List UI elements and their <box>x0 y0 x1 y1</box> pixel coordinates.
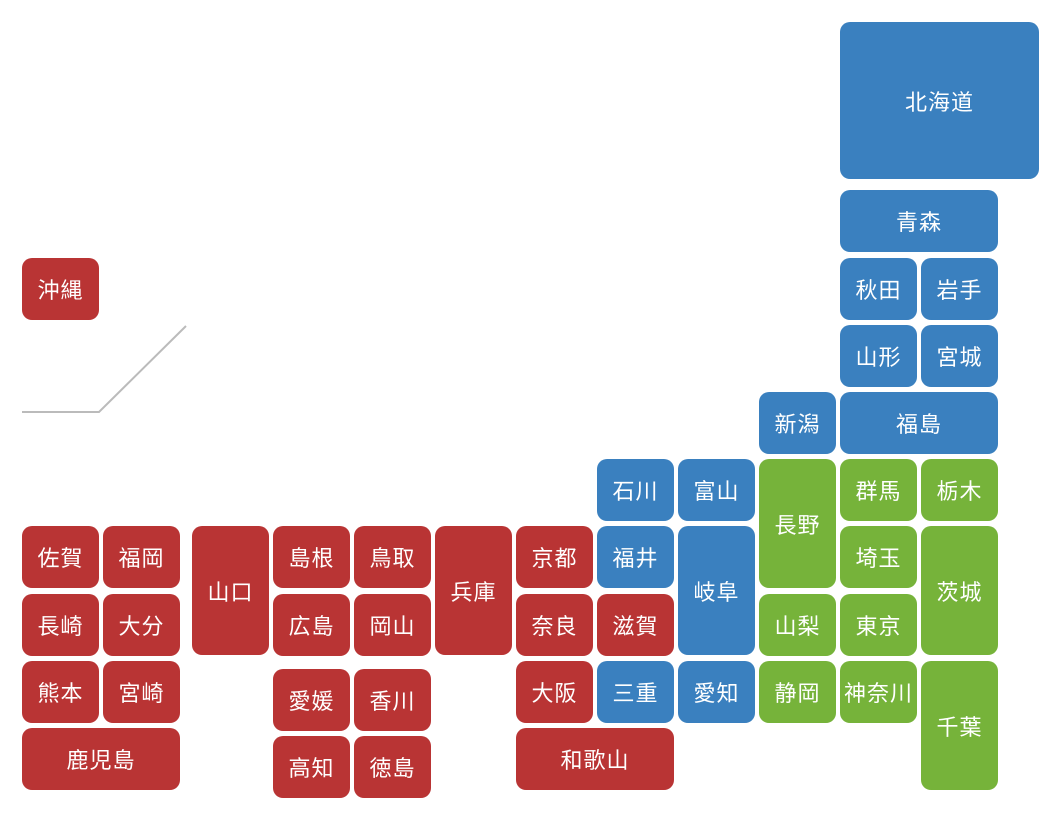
prefecture-tokushima[interactable]: 徳島 <box>354 736 431 798</box>
prefecture-kochi[interactable]: 高知 <box>273 736 350 798</box>
prefecture-label: 茨城 <box>936 580 983 606</box>
prefecture-label: 長崎 <box>37 615 84 640</box>
prefecture-label: 熊本 <box>37 682 84 707</box>
prefecture-hiroshima[interactable]: 広島 <box>273 594 350 656</box>
prefecture-label: 徳島 <box>369 757 416 782</box>
prefecture-label: 長野 <box>774 513 821 539</box>
prefecture-nara[interactable]: 奈良 <box>516 594 593 656</box>
prefecture-label: 香川 <box>369 690 416 715</box>
prefecture-mie[interactable]: 三重 <box>597 661 674 723</box>
prefecture-niigata[interactable]: 新潟 <box>759 392 836 454</box>
prefecture-ehime[interactable]: 愛媛 <box>273 669 350 731</box>
prefecture-saitama[interactable]: 埼玉 <box>840 526 917 588</box>
prefecture-label: 山口 <box>207 580 254 606</box>
prefecture-oita[interactable]: 大分 <box>103 594 180 656</box>
prefecture-shiga[interactable]: 滋賀 <box>597 594 674 656</box>
prefecture-gifu[interactable]: 岐阜 <box>678 526 755 655</box>
prefecture-label: 和歌山 <box>560 749 630 774</box>
prefecture-label: 福島 <box>895 413 942 438</box>
prefecture-label: 島根 <box>288 547 335 572</box>
prefecture-label: 東京 <box>855 615 902 640</box>
prefecture-label: 富山 <box>693 480 740 505</box>
prefecture-yamanashi[interactable]: 山梨 <box>759 594 836 656</box>
prefecture-label: 静岡 <box>774 682 821 707</box>
prefecture-label: 千葉 <box>936 715 983 741</box>
prefecture-yamagata[interactable]: 山形 <box>840 325 917 387</box>
prefecture-label: 石川 <box>612 480 659 505</box>
prefecture-label: 岩手 <box>936 279 983 304</box>
prefecture-kyoto[interactable]: 京都 <box>516 526 593 588</box>
prefecture-iwate[interactable]: 岩手 <box>921 258 998 320</box>
prefecture-hokkaido[interactable]: 北海道 <box>840 22 1039 179</box>
prefecture-label: 兵庫 <box>450 580 497 606</box>
prefecture-label: 新潟 <box>774 413 821 438</box>
prefecture-ibaraki[interactable]: 茨城 <box>921 526 998 655</box>
prefecture-shizuoka[interactable]: 静岡 <box>759 661 836 723</box>
prefecture-osaka[interactable]: 大阪 <box>516 661 593 723</box>
prefecture-chiba[interactable]: 千葉 <box>921 661 998 790</box>
prefecture-label: 山梨 <box>774 615 821 640</box>
prefecture-label: 福井 <box>612 547 659 572</box>
prefecture-label: 愛媛 <box>288 690 335 715</box>
prefecture-ishikawa[interactable]: 石川 <box>597 459 674 521</box>
prefecture-kagawa[interactable]: 香川 <box>354 669 431 731</box>
prefecture-label: 大阪 <box>531 682 578 707</box>
prefecture-shimane[interactable]: 島根 <box>273 526 350 588</box>
prefecture-nagano[interactable]: 長野 <box>759 459 836 588</box>
prefecture-hyogo[interactable]: 兵庫 <box>435 526 512 655</box>
prefecture-tochigi[interactable]: 栃木 <box>921 459 998 521</box>
prefecture-wakayama[interactable]: 和歌山 <box>516 728 674 790</box>
prefecture-label: 鳥取 <box>369 547 416 572</box>
prefecture-label: 佐賀 <box>37 547 84 572</box>
prefecture-akita[interactable]: 秋田 <box>840 258 917 320</box>
prefecture-miyagi[interactable]: 宮城 <box>921 325 998 387</box>
prefecture-label: 宮城 <box>936 346 983 371</box>
prefecture-label: 埼玉 <box>855 547 902 572</box>
prefecture-label: 神奈川 <box>843 682 913 707</box>
prefecture-saga[interactable]: 佐賀 <box>22 526 99 588</box>
prefecture-label: 三重 <box>612 682 659 707</box>
prefecture-label: 秋田 <box>855 279 902 304</box>
prefecture-label: 京都 <box>531 547 578 572</box>
prefecture-label: 高知 <box>288 757 335 782</box>
prefecture-nagasaki[interactable]: 長崎 <box>22 594 99 656</box>
prefecture-aomori[interactable]: 青森 <box>840 190 998 252</box>
prefecture-yamaguchi[interactable]: 山口 <box>192 526 269 655</box>
prefecture-fukuoka[interactable]: 福岡 <box>103 526 180 588</box>
prefecture-label: 岡山 <box>369 615 416 640</box>
prefecture-toyama[interactable]: 富山 <box>678 459 755 521</box>
prefecture-fukui[interactable]: 福井 <box>597 526 674 588</box>
prefecture-kanagawa[interactable]: 神奈川 <box>840 661 917 723</box>
prefecture-label: 山形 <box>855 346 902 371</box>
prefecture-label: 愛知 <box>693 682 740 707</box>
prefecture-label: 岐阜 <box>693 580 740 606</box>
prefecture-label: 栃木 <box>936 480 983 505</box>
prefecture-okinawa[interactable]: 沖縄 <box>22 258 99 320</box>
prefecture-label: 宮崎 <box>118 682 165 707</box>
prefecture-kagoshima[interactable]: 鹿児島 <box>22 728 180 790</box>
prefecture-tokyo[interactable]: 東京 <box>840 594 917 656</box>
prefecture-label: 滋賀 <box>612 615 659 640</box>
prefecture-label: 広島 <box>288 615 335 640</box>
prefecture-gunma[interactable]: 群馬 <box>840 459 917 521</box>
prefecture-label: 北海道 <box>904 90 974 116</box>
prefecture-label: 福岡 <box>118 547 165 572</box>
prefecture-fukushima[interactable]: 福島 <box>840 392 998 454</box>
prefecture-label: 大分 <box>118 615 165 640</box>
prefecture-kumamoto[interactable]: 熊本 <box>22 661 99 723</box>
prefecture-label: 沖縄 <box>37 279 84 304</box>
prefecture-aichi[interactable]: 愛知 <box>678 661 755 723</box>
prefecture-okayama[interactable]: 岡山 <box>354 594 431 656</box>
prefecture-label: 群馬 <box>855 480 902 505</box>
prefecture-tottori[interactable]: 鳥取 <box>354 526 431 588</box>
prefecture-miyazaki[interactable]: 宮崎 <box>103 661 180 723</box>
prefecture-label: 青森 <box>895 211 942 236</box>
prefecture-label: 鹿児島 <box>66 749 136 774</box>
prefecture-label: 奈良 <box>531 615 578 640</box>
